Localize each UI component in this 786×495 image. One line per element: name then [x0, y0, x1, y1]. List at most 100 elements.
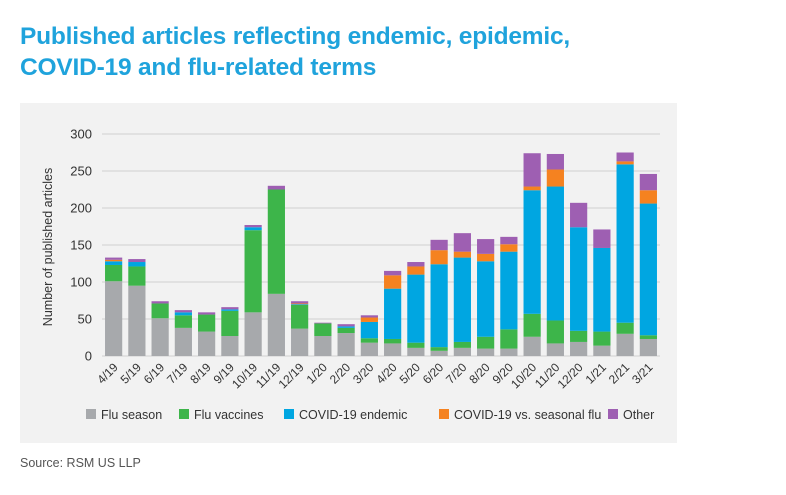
bar-segment	[639, 203, 657, 336]
bar-segment	[430, 250, 448, 265]
x-tick-label: 1/20	[304, 360, 331, 387]
x-tick-label: 7/20	[443, 360, 470, 387]
bar-segment	[477, 348, 495, 356]
bar-segment	[500, 348, 518, 356]
legend-item: Flu vaccines	[179, 408, 263, 422]
bar-segment	[500, 251, 518, 330]
source-note: Source: RSM US LLP	[20, 456, 141, 470]
legend-label: Other	[623, 408, 654, 422]
bar-segment	[244, 225, 262, 228]
y-tick-label: 50	[78, 312, 92, 327]
bar-segment	[430, 264, 448, 348]
bar-segment	[174, 315, 192, 328]
bar-segment	[337, 326, 355, 328]
bar-segment	[128, 259, 146, 263]
x-tick-label: 4/20	[373, 360, 400, 387]
bar-segment	[174, 327, 192, 356]
bar-segment	[453, 251, 471, 258]
x-tick-label: 8/19	[187, 360, 214, 387]
bar-segment	[174, 312, 192, 316]
x-tick-label: 10/20	[508, 360, 539, 391]
x-tick-label: 3/21	[629, 360, 656, 387]
bar-segment	[593, 247, 611, 332]
bar-segment	[291, 304, 309, 329]
bar-segment	[570, 330, 588, 342]
y-tick-label: 150	[70, 238, 92, 253]
bar-segment	[384, 338, 402, 344]
bar-segment	[314, 323, 332, 337]
bar-segment	[616, 164, 634, 323]
bar-segment	[407, 274, 425, 343]
bar-segment	[151, 303, 169, 319]
bar-segment	[291, 301, 309, 304]
chart-panel: 0 50 100 150 200 250 300 4/19 5/19 6/19 7/19 8/19 9…	[20, 103, 677, 443]
bar-segment	[453, 233, 471, 252]
x-axis-ticks: 4/195/196/197/198/199/1910/1911/1912/191…	[94, 360, 655, 391]
stacked-bar-chart: 0 50 100 150 200 250 300 4/195/196/197/198/199…	[41, 127, 660, 422]
bar-segment	[616, 333, 634, 356]
y-axis-ticks: 0 50 100 150 200 250 300	[70, 127, 92, 364]
bar-segment	[570, 341, 588, 356]
bar-segment	[523, 336, 541, 356]
bar-segment	[360, 342, 378, 356]
bar-segment	[500, 236, 518, 245]
bar-segment	[523, 153, 541, 187]
legend-item: Other	[608, 408, 654, 422]
bar-segment	[453, 257, 471, 342]
bar-segment	[198, 331, 216, 356]
bar-segment	[105, 281, 123, 356]
chart-title-line-2: COVID-19 and flu-related terms	[20, 54, 377, 81]
legend-label: COVID-19 vs. seasonal flu	[454, 408, 601, 422]
legend-label: COVID-19 endemic	[299, 408, 407, 422]
bar-segment	[360, 338, 378, 343]
bar-segment	[314, 322, 332, 324]
legend-item: COVID-19 endemic	[284, 408, 407, 422]
bar-segment	[453, 341, 471, 348]
bar-segment	[407, 347, 425, 356]
bar-segment	[314, 336, 332, 356]
bar-segment	[267, 185, 285, 190]
bar-segment	[546, 186, 564, 321]
legend-label: Flu vaccines	[194, 408, 263, 422]
bar-segment	[570, 227, 588, 331]
bar-segment	[244, 312, 262, 356]
bar-segment	[546, 320, 564, 344]
chart-title-line-1: Published articles reflecting endemic, e…	[20, 23, 571, 50]
bar-segment	[639, 338, 657, 356]
bar-segment	[105, 264, 123, 282]
legend-swatch	[284, 409, 294, 419]
bar-segment	[523, 313, 541, 337]
bar-segment	[174, 310, 192, 313]
bar-segment	[360, 317, 378, 322]
y-tick-label: 200	[70, 201, 92, 216]
bar-segment	[267, 293, 285, 356]
bar-segment	[407, 262, 425, 267]
y-axis-title: Number of published articles	[41, 168, 55, 326]
y-tick-label: 0	[85, 349, 92, 364]
bar-segment	[128, 262, 146, 267]
bar-segment	[267, 189, 285, 294]
bar-segment	[291, 328, 309, 356]
bar-segment	[430, 350, 448, 356]
x-tick-label: 6/20	[420, 360, 447, 387]
bar-segment	[291, 304, 309, 305]
bar-segment	[616, 322, 634, 334]
bar-segment	[593, 331, 611, 346]
legend: Flu season Flu vaccines COVID-19 endemic CO…	[86, 408, 654, 422]
bar-segment	[337, 333, 355, 356]
bar-segment	[593, 229, 611, 248]
bar-segment	[477, 253, 495, 262]
bar-segment	[128, 266, 146, 286]
x-tick-label: 2/21	[606, 360, 633, 387]
bar-segment	[221, 310, 239, 337]
bar-segment	[337, 327, 355, 334]
bar-segment	[221, 307, 239, 310]
bar-segment	[105, 261, 123, 265]
bar-segment	[384, 270, 402, 276]
bar-segment	[384, 288, 402, 339]
bar-segment	[639, 173, 657, 191]
bar-segment	[244, 230, 262, 313]
legend-swatch	[439, 409, 449, 419]
bar-segment	[616, 161, 634, 165]
x-tick-label: 12/19	[276, 360, 307, 391]
